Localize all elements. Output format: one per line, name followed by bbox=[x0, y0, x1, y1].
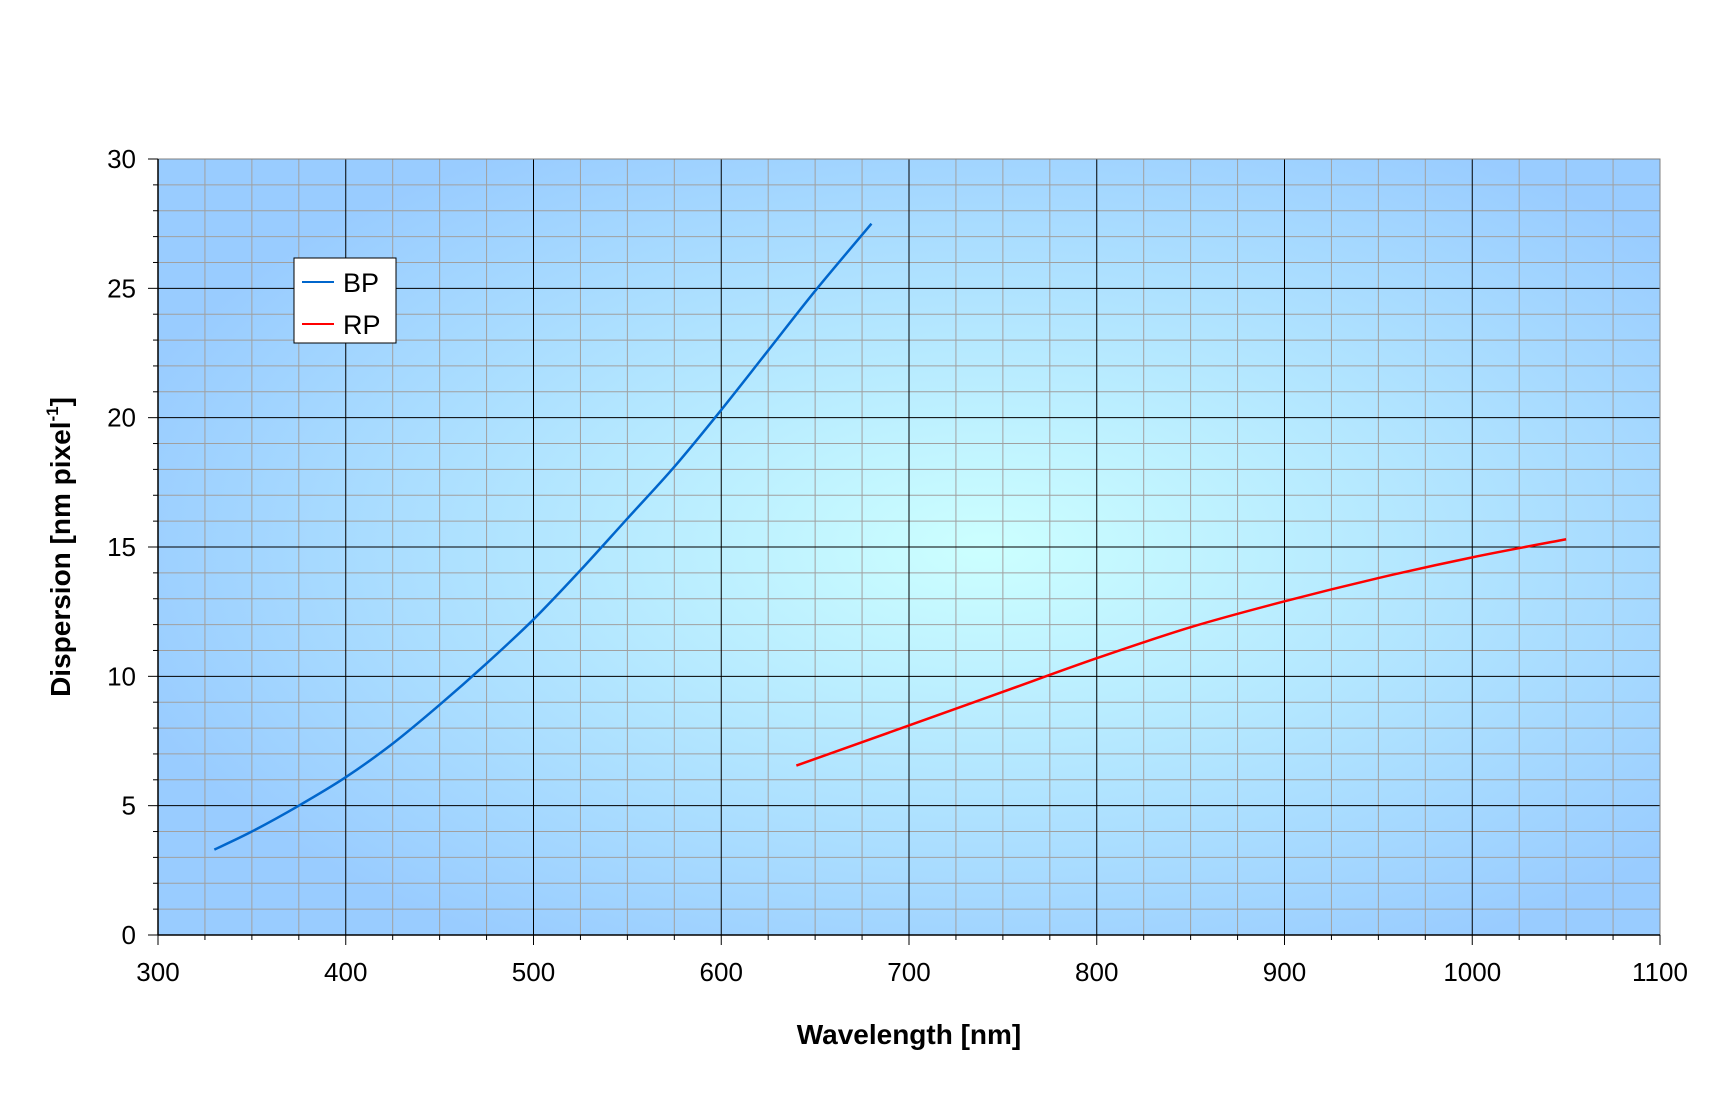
series-line-rp bbox=[795, 538, 1567, 767]
legend-label-bp: BP bbox=[343, 268, 379, 298]
x-tick-label: 900 bbox=[1263, 957, 1306, 987]
y-tick-label: 15 bbox=[107, 532, 136, 562]
y-tick-label: 30 bbox=[107, 144, 136, 174]
legend-box bbox=[293, 257, 397, 344]
y-tick-label: 25 bbox=[107, 273, 136, 303]
x-tick-label: 800 bbox=[1075, 957, 1118, 987]
x-tick-label: 600 bbox=[700, 957, 743, 987]
x-tick-label: 1100 bbox=[1632, 957, 1688, 987]
x-tick-label: 700 bbox=[887, 957, 930, 987]
y-axis-title-suffix: ] bbox=[45, 397, 76, 406]
y-axis-ticks: 0 5 10 15 20 25 30 bbox=[107, 144, 158, 950]
y-tick-label: 5 bbox=[122, 791, 136, 821]
y-axis-title-main: Dispersion [nm pixel bbox=[45, 422, 76, 697]
series-layer bbox=[213, 222, 1567, 851]
y-axis-title: Dispersion [nm pixel-1] bbox=[43, 397, 76, 697]
y-axis-title-superscript: -1 bbox=[43, 406, 62, 421]
y-tick-label: 20 bbox=[107, 403, 136, 433]
y-tick-label: 0 bbox=[122, 920, 136, 950]
legend: BP RP bbox=[293, 257, 397, 344]
x-tick-label: 400 bbox=[324, 957, 367, 987]
x-tick-label: 500 bbox=[512, 957, 555, 987]
legend-label-rp: RP bbox=[343, 310, 381, 340]
x-axis-ticks: 300 400 500 600 700 800 900 1000 1100 bbox=[136, 935, 1688, 987]
y-tick-label: 10 bbox=[107, 661, 136, 691]
x-tick-label: 1000 bbox=[1443, 957, 1501, 987]
series-line-bp bbox=[213, 222, 873, 851]
x-axis-title: Wavelength [nm] bbox=[797, 1019, 1022, 1050]
x-tick-label: 300 bbox=[136, 957, 179, 987]
